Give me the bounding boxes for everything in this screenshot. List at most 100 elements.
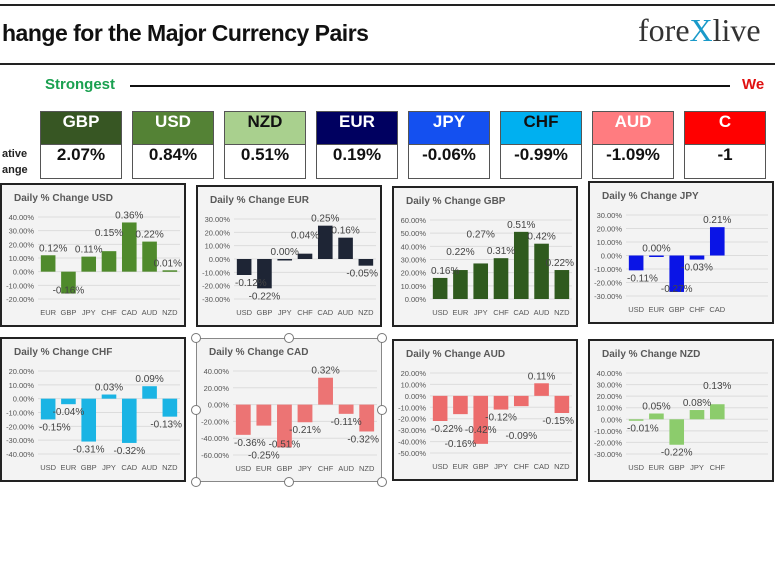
bar bbox=[359, 404, 375, 432]
x-tick-label: CAD bbox=[709, 305, 725, 314]
bar bbox=[554, 395, 570, 413]
data-label: 0.00% bbox=[642, 244, 670, 255]
bar bbox=[554, 270, 570, 299]
chart-svg: Daily % Change EUR -30.00% -20.00% -10.00% 0… bbox=[202, 195, 378, 317]
chart-svg: Daily % Change GBP 0.00% 10.00% 20.00% 30.00… bbox=[401, 196, 575, 317]
data-label: 0.22% bbox=[546, 258, 574, 269]
weakest-label: We bbox=[742, 76, 765, 93]
data-label: -0.31% bbox=[73, 445, 105, 456]
x-tick-label: CAD bbox=[317, 308, 333, 317]
x-tick-label: AUD bbox=[338, 464, 354, 473]
bar bbox=[256, 404, 272, 426]
x-tick-label: NZD bbox=[554, 462, 570, 471]
currency-name: USD bbox=[133, 112, 213, 145]
data-label: 0.36% bbox=[115, 210, 143, 221]
currency-change: 2.07% bbox=[41, 145, 121, 178]
data-label: -0.16% bbox=[53, 286, 85, 297]
data-label: 0.22% bbox=[135, 230, 163, 241]
currency-name: EUR bbox=[317, 112, 397, 145]
currency-name: GBP bbox=[41, 112, 121, 145]
currency-change: 0.84% bbox=[133, 145, 213, 178]
y-tick-label: 10.00% bbox=[9, 381, 35, 390]
bar bbox=[432, 395, 448, 421]
y-tick-label: 40.00% bbox=[401, 242, 427, 251]
strongest-label: Strongest bbox=[45, 76, 116, 93]
x-tick-label: GBP bbox=[277, 464, 293, 473]
relative-change-label: ative ange bbox=[2, 146, 28, 178]
x-tick-label: NZD bbox=[162, 463, 178, 472]
chart-chf[interactable]: Daily % Change CHF -40.00% -30.00% -20.00% -… bbox=[0, 337, 186, 482]
resize-handle[interactable] bbox=[191, 333, 201, 343]
bar bbox=[81, 256, 97, 272]
y-tick-label: -20.00% bbox=[594, 438, 622, 447]
chart-cad[interactable]: Daily % Change CAD -60.00% -40.00% -20.00% 0… bbox=[196, 338, 382, 482]
y-tick-label: -40.00% bbox=[201, 434, 229, 443]
data-label: 0.51% bbox=[507, 220, 535, 231]
y-tick-label: 60.00% bbox=[401, 216, 427, 225]
currency-change: 0.19% bbox=[317, 145, 397, 178]
bar bbox=[628, 419, 644, 421]
y-tick-label: 0.00% bbox=[405, 392, 427, 401]
x-tick-label: NZD bbox=[358, 308, 374, 317]
data-label: 0.15% bbox=[95, 228, 123, 239]
chart-usd[interactable]: Daily % Change USD -20.00% -10.00% 0.00% 10.… bbox=[0, 183, 186, 327]
x-tick-label: CHF bbox=[689, 305, 705, 314]
chart-eur[interactable]: Daily % Change EUR -30.00% -20.00% -10.00% 0… bbox=[196, 185, 382, 327]
currency-change: 0.51% bbox=[225, 145, 305, 178]
data-label: -0.09% bbox=[505, 431, 537, 442]
chart-gbp[interactable]: Daily % Change GBP 0.00% 10.00% 20.00% 30.00… bbox=[392, 186, 578, 327]
y-tick-label: 0.00% bbox=[209, 255, 231, 264]
currency-box-1: USD 0.84% bbox=[132, 111, 214, 179]
chart-jpy[interactable]: Daily % Change JPY -30.00% -20.00% -10.00% 0… bbox=[588, 181, 774, 324]
bar bbox=[277, 404, 292, 448]
resize-handle[interactable] bbox=[377, 477, 387, 487]
x-tick-label: EUR bbox=[453, 308, 469, 317]
x-tick-label: JPY bbox=[474, 308, 488, 317]
currency-box-3: EUR 0.19% bbox=[316, 111, 398, 179]
y-tick-label: -60.00% bbox=[201, 451, 229, 460]
data-label: 0.21% bbox=[703, 215, 731, 226]
y-tick-label: 30.00% bbox=[401, 256, 427, 265]
x-tick-label: GBP bbox=[61, 308, 77, 317]
x-tick-label: USD bbox=[40, 463, 56, 472]
resize-handle[interactable] bbox=[191, 405, 201, 415]
currency-box-6: AUD -1.09% bbox=[592, 111, 674, 179]
data-label: 0.09% bbox=[135, 374, 163, 385]
bar bbox=[317, 225, 333, 259]
x-tick-label: EUR bbox=[453, 462, 469, 471]
x-tick-label: JPY bbox=[494, 462, 508, 471]
x-tick-label: AUD bbox=[534, 308, 550, 317]
currency-name: JPY bbox=[409, 112, 489, 145]
row-label-line2: ange bbox=[2, 164, 28, 176]
chart-aud[interactable]: Daily % Change AUD -50.00% -40.00% -30.00% -… bbox=[392, 339, 578, 481]
x-tick-label: EUR bbox=[649, 463, 665, 472]
y-tick-label: 20.00% bbox=[9, 367, 35, 376]
y-tick-label: 40.00% bbox=[597, 369, 623, 378]
data-label: -0.25% bbox=[248, 451, 280, 462]
bar bbox=[709, 404, 725, 420]
data-label: -0.21% bbox=[289, 425, 321, 436]
bar bbox=[493, 258, 509, 299]
data-label: -0.51% bbox=[269, 439, 301, 450]
resize-handle[interactable] bbox=[284, 477, 294, 487]
y-tick-label: 20.00% bbox=[597, 392, 623, 401]
bar bbox=[81, 398, 97, 442]
bar bbox=[338, 237, 353, 259]
bar bbox=[162, 270, 178, 272]
x-tick-label: CAD bbox=[121, 463, 137, 472]
resize-handle[interactable] bbox=[191, 477, 201, 487]
resize-handle[interactable] bbox=[284, 333, 294, 343]
data-label: 0.05% bbox=[642, 402, 670, 413]
chart-nzd[interactable]: Daily % Change NZD -30.00% -20.00% -10.00% 0… bbox=[588, 339, 774, 482]
bar bbox=[628, 255, 644, 271]
x-tick-label: GBP bbox=[257, 308, 273, 317]
x-tick-label: USD bbox=[432, 308, 448, 317]
y-tick-label: -10.00% bbox=[398, 403, 426, 412]
x-tick-label: NZD bbox=[554, 308, 570, 317]
data-label: 0.11% bbox=[528, 371, 556, 382]
x-tick-label: JPY bbox=[278, 308, 292, 317]
chart-title: Daily % Change AUD bbox=[406, 349, 505, 360]
resize-handle[interactable] bbox=[377, 333, 387, 343]
y-tick-label: 10.00% bbox=[205, 242, 231, 251]
resize-handle[interactable] bbox=[377, 405, 387, 415]
